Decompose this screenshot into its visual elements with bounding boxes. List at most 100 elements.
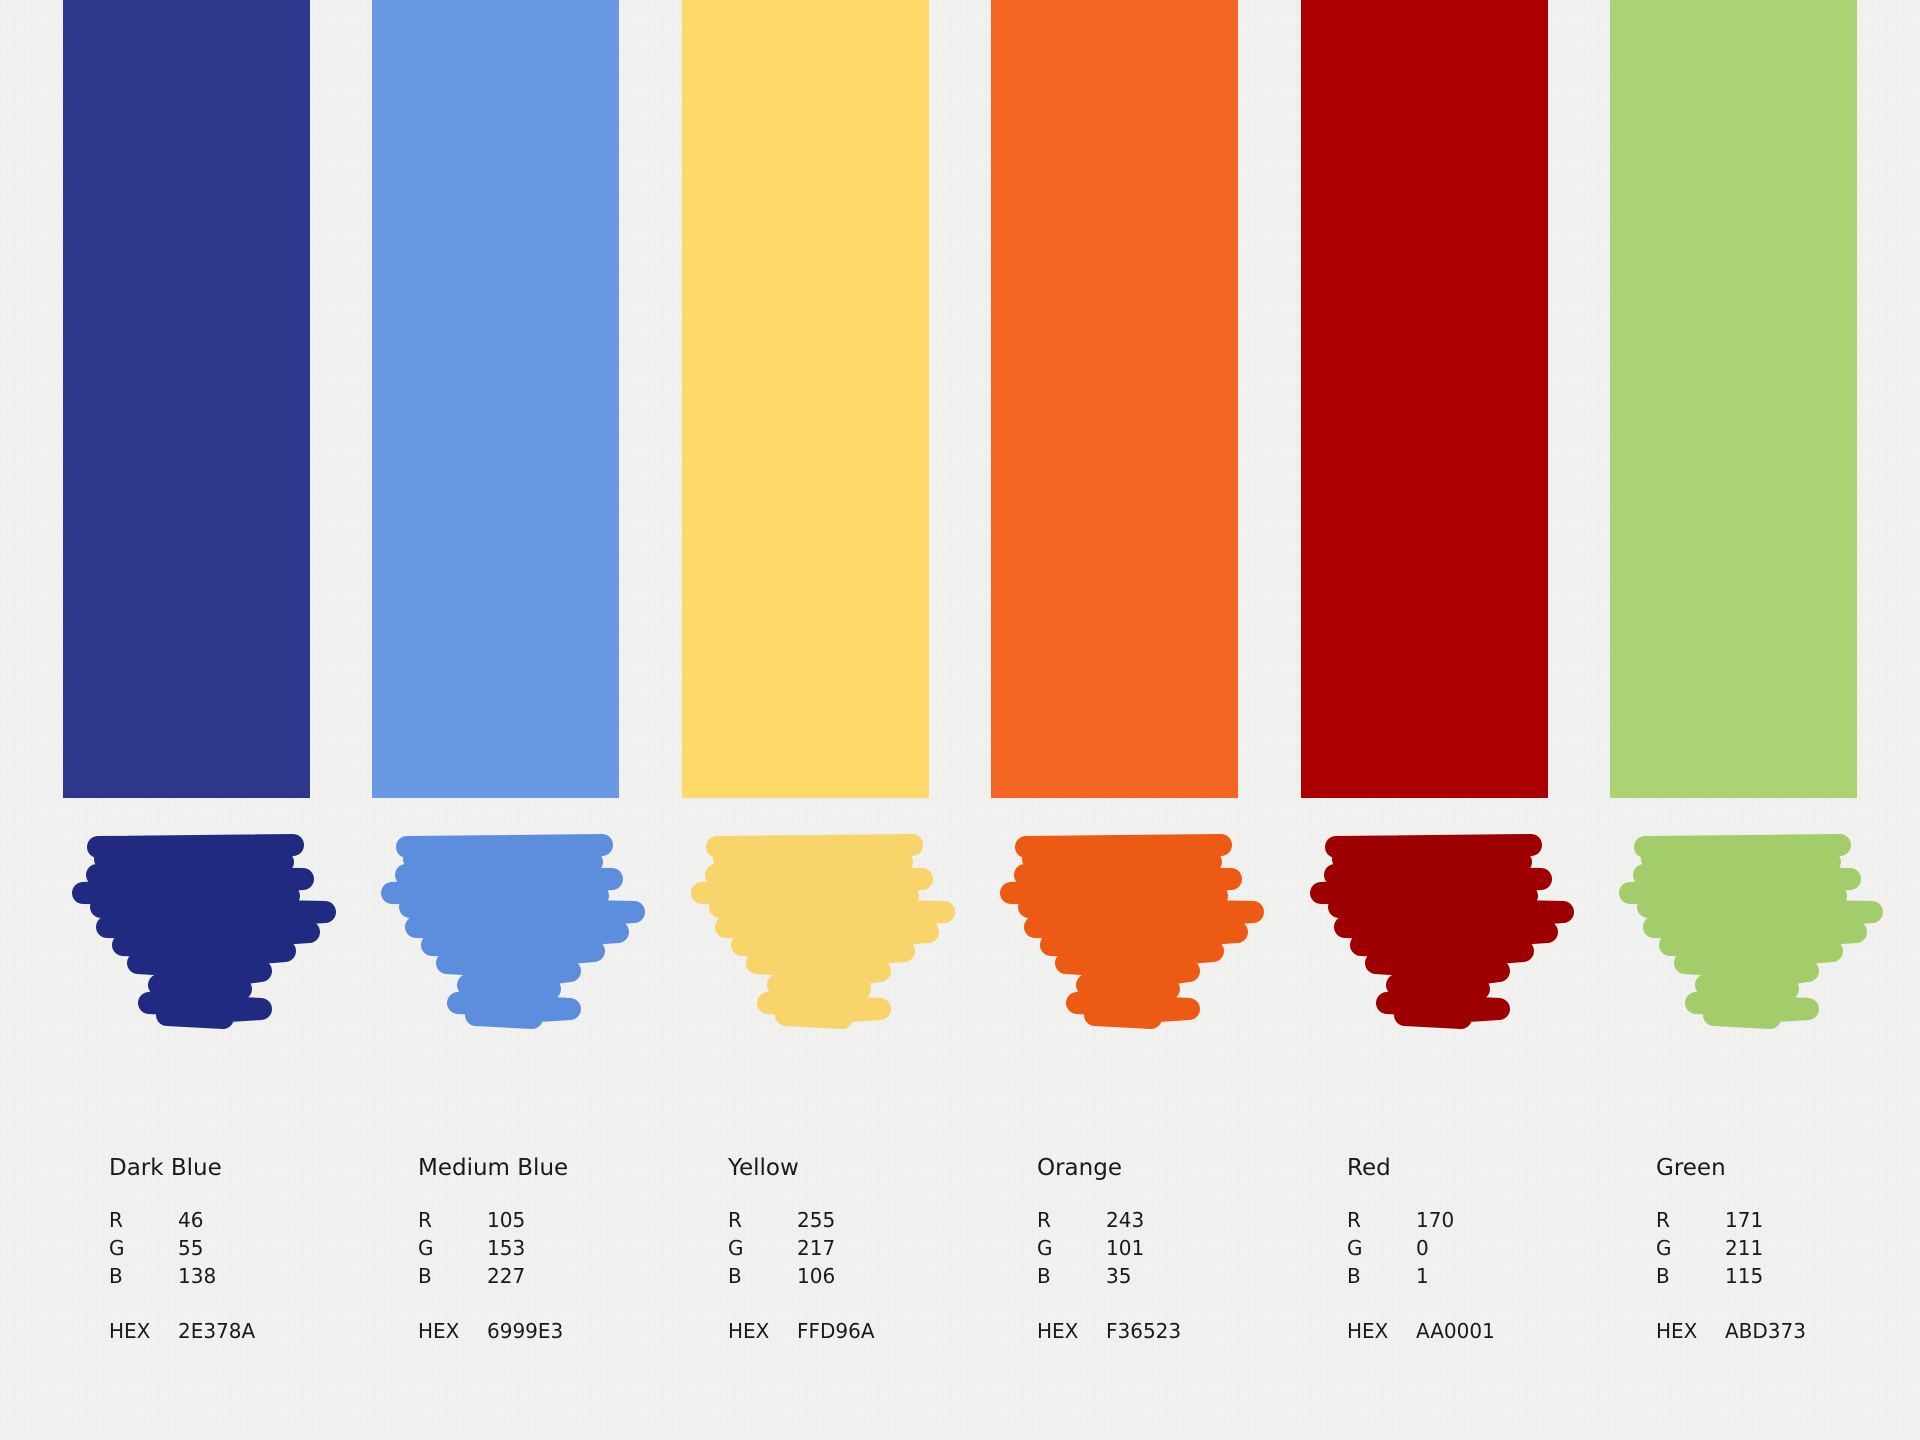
- swatch-yellow: Yellow R 255 G 217 B 106 HEX FFD96A: [682, 0, 929, 1440]
- swatch-red: Red R 170 G 0 B 1 HEX AA0001: [1301, 0, 1548, 1440]
- red-channel-row: R 46: [109, 1206, 349, 1234]
- hex-label: HEX: [728, 1319, 770, 1343]
- swatch-green: Green R 171 G 211 B 115 HEX ABD373: [1610, 0, 1857, 1440]
- green-label: G: [1347, 1236, 1363, 1260]
- green-label: G: [1656, 1236, 1672, 1260]
- brush-stroke-sample: [362, 835, 629, 1035]
- blue-label: B: [418, 1264, 432, 1288]
- blue-label: B: [1656, 1264, 1670, 1288]
- rgb-values: R 105 G 153 B 227: [418, 1206, 658, 1290]
- color-block: [1610, 0, 1857, 798]
- red-label: R: [418, 1208, 432, 1232]
- color-block: [63, 0, 310, 798]
- red-value: 170: [1416, 1208, 1455, 1232]
- hex-row: HEX 2E378A: [109, 1317, 349, 1345]
- brush-stroke-sample: [53, 835, 320, 1035]
- rgb-values: R 243 G 101 B 35: [1037, 1206, 1277, 1290]
- blue-channel-row: B 106: [728, 1262, 968, 1290]
- hex-row: HEX ABD373: [1656, 1317, 1896, 1345]
- green-channel-row: G 0: [1347, 1234, 1587, 1262]
- rgb-values: R 46 G 55 B 138: [109, 1206, 349, 1290]
- blue-value: 106: [797, 1264, 836, 1288]
- green-value: 101: [1106, 1236, 1145, 1260]
- hex-value: ABD373: [1725, 1319, 1806, 1343]
- hex-label: HEX: [1347, 1319, 1389, 1343]
- swatch-orange: Orange R 243 G 101 B 35 HEX F36523: [991, 0, 1238, 1440]
- hex-label: HEX: [418, 1319, 460, 1343]
- blue-channel-row: B 227: [418, 1262, 658, 1290]
- hex-row: HEX 6999E3: [418, 1317, 658, 1345]
- brush-stroke-sample: [672, 835, 939, 1035]
- color-name: Red: [1347, 1155, 1391, 1181]
- blue-value: 35: [1106, 1264, 1132, 1288]
- hex-label: HEX: [1656, 1319, 1698, 1343]
- blue-label: B: [1347, 1264, 1361, 1288]
- green-channel-row: G 217: [728, 1234, 968, 1262]
- color-block: [1301, 0, 1548, 798]
- green-value: 55: [178, 1236, 204, 1260]
- blue-channel-row: B 115: [1656, 1262, 1896, 1290]
- red-label: R: [1347, 1208, 1361, 1232]
- color-block: [682, 0, 929, 798]
- swatch-medium-blue: Medium Blue R 105 G 153 B 227 HEX 6999E3: [372, 0, 619, 1440]
- blue-channel-row: B 138: [109, 1262, 349, 1290]
- hex-row: HEX F36523: [1037, 1317, 1277, 1345]
- red-value: 243: [1106, 1208, 1145, 1232]
- green-channel-row: G 101: [1037, 1234, 1277, 1262]
- red-value: 171: [1725, 1208, 1764, 1232]
- swatch-dark-blue: Dark Blue R 46 G 55 B 138 HEX 2E378A: [63, 0, 310, 1440]
- hex-value: FFD96A: [797, 1319, 875, 1343]
- blue-label: B: [728, 1264, 742, 1288]
- hex-value: 2E378A: [178, 1319, 256, 1343]
- color-name: Dark Blue: [109, 1155, 222, 1181]
- hex-label: HEX: [1037, 1319, 1079, 1343]
- red-label: R: [728, 1208, 742, 1232]
- green-value: 0: [1416, 1236, 1429, 1260]
- blue-label: B: [1037, 1264, 1051, 1288]
- blue-channel-row: B 35: [1037, 1262, 1277, 1290]
- color-name: Medium Blue: [418, 1155, 569, 1181]
- hex-value: AA0001: [1416, 1319, 1495, 1343]
- color-block: [991, 0, 1238, 798]
- red-channel-row: R 170: [1347, 1206, 1587, 1234]
- color-info: Medium Blue R 105 G 153 B 227 HEX 6999E3: [418, 1150, 658, 1345]
- red-label: R: [1656, 1208, 1670, 1232]
- green-label: G: [418, 1236, 434, 1260]
- green-label: G: [728, 1236, 744, 1260]
- red-channel-row: R 255: [728, 1206, 968, 1234]
- brush-stroke-sample: [981, 835, 1248, 1035]
- green-channel-row: G 55: [109, 1234, 349, 1262]
- blue-channel-row: B 1: [1347, 1262, 1587, 1290]
- color-name: Green: [1656, 1155, 1726, 1181]
- hex-value: F36523: [1106, 1319, 1182, 1343]
- blue-value: 227: [487, 1264, 526, 1288]
- brush-stroke-sample: [1600, 835, 1867, 1035]
- color-info: Green R 171 G 211 B 115 HEX ABD373: [1656, 1150, 1896, 1345]
- color-info: Red R 170 G 0 B 1 HEX AA0001: [1347, 1150, 1587, 1345]
- green-value: 217: [797, 1236, 836, 1260]
- color-info: Dark Blue R 46 G 55 B 138 HEX 2E378A: [109, 1150, 349, 1345]
- hex-row: HEX FFD96A: [728, 1317, 968, 1345]
- color-info: Orange R 243 G 101 B 35 HEX F36523: [1037, 1150, 1277, 1345]
- color-info: Yellow R 255 G 217 B 106 HEX FFD96A: [728, 1150, 968, 1345]
- color-block: [372, 0, 619, 798]
- blue-value: 138: [178, 1264, 217, 1288]
- green-label: G: [109, 1236, 125, 1260]
- hex-value: 6999E3: [487, 1319, 564, 1343]
- red-value: 255: [797, 1208, 836, 1232]
- green-label: G: [1037, 1236, 1053, 1260]
- green-channel-row: G 153: [418, 1234, 658, 1262]
- blue-value: 1: [1416, 1264, 1429, 1288]
- red-channel-row: R 243: [1037, 1206, 1277, 1234]
- hex-row: HEX AA0001: [1347, 1317, 1587, 1345]
- red-value: 105: [487, 1208, 526, 1232]
- hex-label: HEX: [109, 1319, 151, 1343]
- color-name: Orange: [1037, 1155, 1122, 1181]
- rgb-values: R 171 G 211 B 115: [1656, 1206, 1896, 1290]
- rgb-values: R 255 G 217 B 106: [728, 1206, 968, 1290]
- blue-value: 115: [1725, 1264, 1764, 1288]
- blue-label: B: [109, 1264, 123, 1288]
- red-value: 46: [178, 1208, 204, 1232]
- red-label: R: [1037, 1208, 1051, 1232]
- red-channel-row: R 105: [418, 1206, 658, 1234]
